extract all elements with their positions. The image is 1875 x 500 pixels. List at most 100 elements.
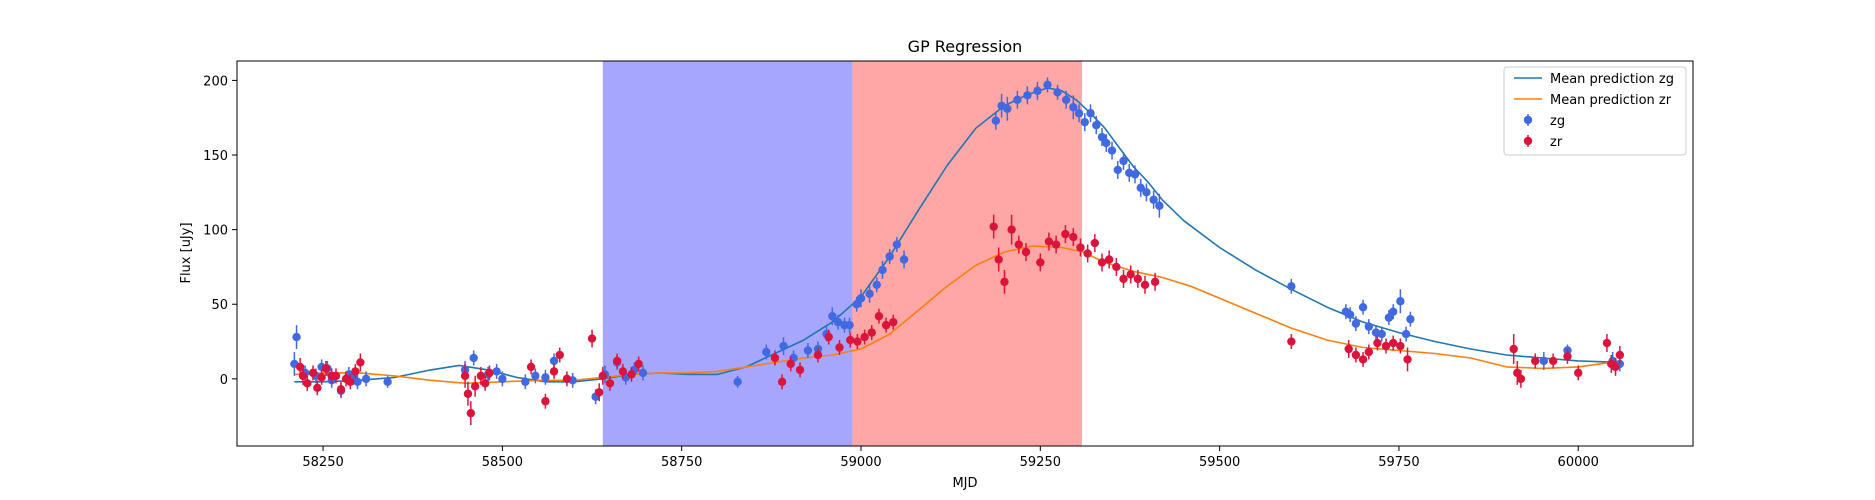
x-tick-label: 59250 xyxy=(1020,455,1061,470)
line-mean-prediction-zr xyxy=(294,245,1622,385)
data-point-zg xyxy=(1155,201,1164,210)
x-tick-label: 60000 xyxy=(1558,455,1599,470)
data-point-zg xyxy=(1092,120,1101,130)
data-point-zr xyxy=(1119,274,1128,284)
data-point-zr xyxy=(1381,341,1391,351)
data-point-zr xyxy=(1021,247,1031,257)
data-point-zg xyxy=(1113,165,1122,175)
data-point-zr xyxy=(331,371,341,381)
data-point-zg xyxy=(1401,329,1411,339)
legend-label: Mean prediction zg xyxy=(1550,72,1674,87)
data-point-zr xyxy=(1602,338,1612,348)
data-point-zg xyxy=(1023,91,1032,100)
data-point-zg xyxy=(1396,297,1405,306)
data-point-zg xyxy=(885,252,894,261)
data-point-zr xyxy=(1097,258,1107,267)
x-tick-label: 58500 xyxy=(482,455,523,470)
data-point-zg xyxy=(1358,303,1368,312)
data-point-zr xyxy=(298,371,308,381)
data-point-zr xyxy=(356,358,365,367)
data-point-zr xyxy=(1069,232,1078,242)
legend-marker-swatch xyxy=(1523,115,1533,125)
data-point-zg xyxy=(991,116,1001,125)
data-point-zg xyxy=(541,373,550,382)
y-tick-label: 50 xyxy=(211,298,228,313)
data-point-zr xyxy=(1516,374,1526,384)
data-point-zr xyxy=(1358,355,1368,364)
data-point-zr xyxy=(1036,258,1045,267)
data-point-zr xyxy=(612,356,622,366)
data-point-zr xyxy=(460,371,470,381)
series-zr xyxy=(295,214,1625,426)
data-point-zg xyxy=(733,377,742,387)
data-point-zr xyxy=(1051,240,1061,249)
data-point-zr xyxy=(813,350,823,360)
data-points xyxy=(290,77,1625,426)
data-point-zr xyxy=(1000,277,1009,287)
data-point-zg xyxy=(1080,117,1089,127)
data-point-zg xyxy=(1074,109,1084,118)
data-point-zr xyxy=(1388,338,1398,348)
data-point-zr xyxy=(835,343,844,352)
data-point-zg xyxy=(492,367,501,376)
data-point-zg xyxy=(1287,282,1296,291)
data-point-zg xyxy=(1013,95,1022,104)
data-point-zg xyxy=(549,356,559,366)
data-point-zr xyxy=(549,367,559,376)
data-point-zg xyxy=(803,346,813,355)
data-point-zr xyxy=(1007,225,1016,234)
data-point-zg xyxy=(1351,319,1361,328)
data-point-zr xyxy=(874,311,884,321)
data-point-zg xyxy=(1043,80,1052,90)
x-tick-label: 59000 xyxy=(840,455,881,470)
x-tick-label: 59500 xyxy=(1199,455,1240,470)
data-point-zg xyxy=(1136,183,1145,193)
data-point-zr xyxy=(595,388,604,397)
data-point-zg xyxy=(1107,146,1117,155)
data-point-zg xyxy=(779,341,788,351)
data-point-zr xyxy=(1344,344,1353,354)
data-point-zr xyxy=(1083,249,1092,258)
legend-label: zr xyxy=(1550,135,1563,150)
data-point-zr xyxy=(1044,237,1054,246)
data-point-zr xyxy=(634,359,643,369)
data-point-zg xyxy=(1119,156,1128,166)
data-point-zr xyxy=(470,382,480,391)
data-point-zr xyxy=(1133,274,1143,284)
data-point-zr xyxy=(1287,337,1296,346)
data-point-zr xyxy=(853,337,862,346)
data-point-zg xyxy=(1345,310,1355,319)
data-point-zg xyxy=(1377,329,1386,339)
data-point-zr xyxy=(1140,280,1150,290)
data-point-zr xyxy=(485,368,494,378)
data-point-zr xyxy=(1351,350,1361,360)
data-point-zr xyxy=(846,335,855,345)
data-point-zr xyxy=(1104,255,1114,264)
data-point-zg xyxy=(865,289,874,298)
chart-title: GP Regression xyxy=(908,37,1023,56)
data-point-zg xyxy=(353,377,362,387)
plot-area-frame xyxy=(236,60,1694,447)
data-point-zr xyxy=(1076,243,1085,252)
data-point-zr xyxy=(860,332,869,342)
data-point-zg xyxy=(498,374,507,384)
data-point-zg xyxy=(292,332,301,342)
y-axis-title: Flux [uJy] xyxy=(179,222,194,283)
data-point-zg xyxy=(1069,103,1078,112)
data-point-zr xyxy=(627,370,636,379)
shaded-regions xyxy=(602,61,1082,446)
data-point-zg xyxy=(878,265,887,275)
data-point-zg xyxy=(521,377,530,387)
data-point-zr xyxy=(1014,240,1023,249)
legend-label: Mean prediction zr xyxy=(1550,93,1672,108)
data-point-zg xyxy=(1384,313,1394,322)
data-point-zg xyxy=(845,320,854,330)
data-point-zr xyxy=(303,379,312,388)
data-point-zg xyxy=(1003,104,1012,113)
data-point-zr xyxy=(1150,277,1160,287)
data-point-zr xyxy=(618,367,628,376)
x-axis: 58250 58500 58750 59000 59250 59500 59750 60000 xyxy=(302,446,1599,470)
x-tick-label: 59750 xyxy=(1378,455,1419,470)
data-point-zg xyxy=(1033,86,1042,96)
data-point-zg xyxy=(762,347,771,357)
